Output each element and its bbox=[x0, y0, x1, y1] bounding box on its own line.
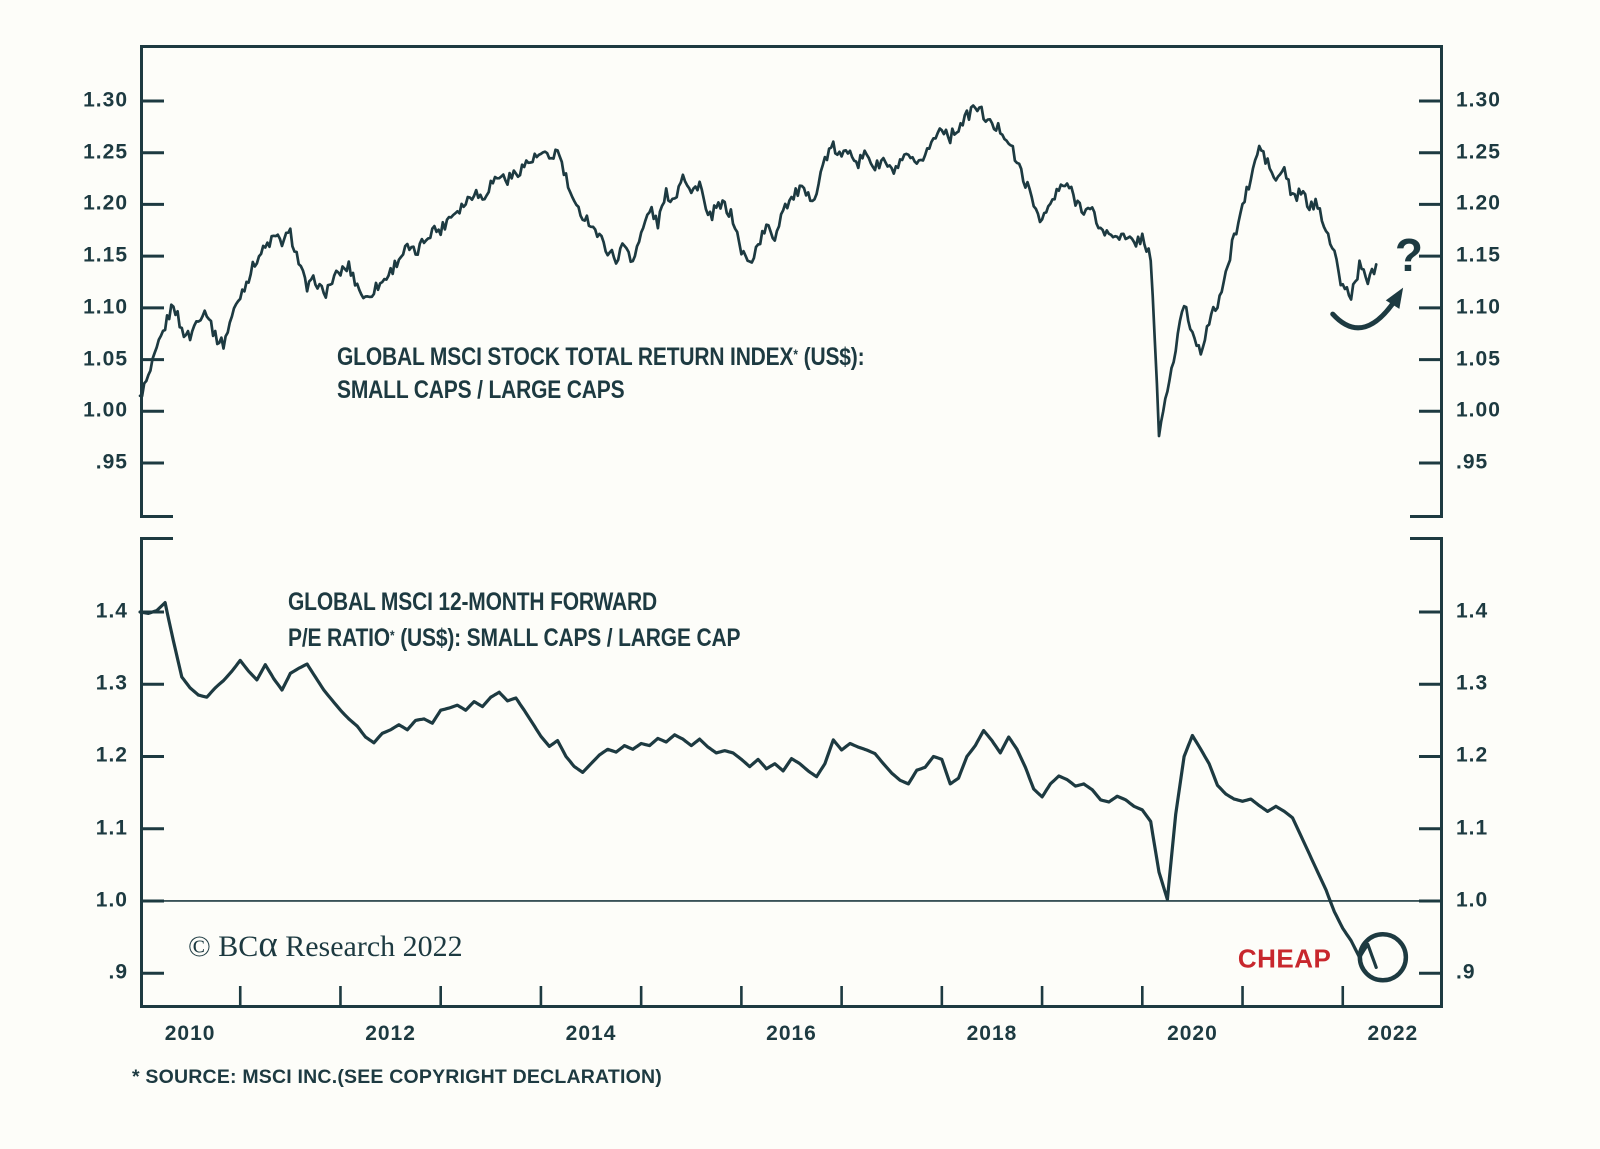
top-panel-title-line1: GLOBAL MSCI STOCK TOTAL RETURN INDEX* (U… bbox=[337, 338, 865, 374]
x-axis-label: 2020 bbox=[1167, 1022, 1218, 1045]
copyright-prefix: © BC bbox=[188, 930, 259, 963]
bca-alpha-glyph: α bbox=[258, 924, 278, 965]
source-note: * SOURCE: MSCI INC.(SEE COPYRIGHT DECLAR… bbox=[132, 1066, 662, 1088]
y-tick-label-right: 1.1 bbox=[1456, 816, 1489, 840]
y-tick-label-right: 1.30 bbox=[1456, 88, 1501, 112]
bottom-title-main: P/E RATIO bbox=[288, 624, 390, 652]
bca-research-copyright: © BCα Research 2022 bbox=[188, 926, 463, 964]
y-tick-label-right: 1.00 bbox=[1456, 398, 1501, 422]
copyright-suffix: Research 2022 bbox=[277, 930, 463, 963]
y-tick-label-right: .95 bbox=[1456, 450, 1489, 474]
x-axis-label: 2012 bbox=[365, 1022, 416, 1045]
y-tick-label-left: 1.00 bbox=[83, 398, 128, 422]
y-tick-label-left: 1.20 bbox=[83, 191, 128, 215]
y-tick-label-left: 1.15 bbox=[83, 243, 128, 267]
x-axis-label: 2016 bbox=[766, 1022, 817, 1045]
cheap-annotation: CHEAP bbox=[1237, 943, 1332, 974]
forward-pe-line bbox=[138, 601, 1378, 969]
y-tick-label-left: 1.30 bbox=[83, 88, 128, 112]
y-tick-label-right: 1.3 bbox=[1456, 671, 1489, 695]
y-tick-label-right: 1.0 bbox=[1456, 888, 1489, 912]
y-tick-label-right: 1.20 bbox=[1456, 191, 1501, 215]
y-tick-label-left: 1.2 bbox=[95, 743, 128, 767]
top-title-main: GLOBAL MSCI STOCK TOTAL RETURN INDEX bbox=[337, 343, 794, 371]
bottom-panel-title: GLOBAL MSCI 12-MONTH FORWARD P/E RATIO* … bbox=[288, 586, 740, 655]
y-tick-label-right: 1.10 bbox=[1456, 295, 1501, 319]
bottom-title-tail: (US$): SMALL CAPS / LARGE CAP bbox=[394, 624, 741, 652]
top-panel-title-line2: SMALL CAPS / LARGE CAPS bbox=[337, 376, 625, 404]
y-tick-label-right: 1.4 bbox=[1456, 599, 1489, 623]
y-tick-label-left: .95 bbox=[95, 450, 128, 474]
y-tick-label-right: 1.15 bbox=[1456, 243, 1501, 267]
y-tick-label-left: .9 bbox=[108, 960, 128, 984]
y-tick-label-left: 1.10 bbox=[83, 295, 128, 319]
y-tick-label-left: 1.05 bbox=[83, 347, 128, 371]
y-tick-label-left: 1.1 bbox=[95, 816, 128, 840]
y-tick-label-right: 1.2 bbox=[1456, 743, 1489, 767]
x-axis-label: 2010 bbox=[164, 1022, 216, 1045]
x-axis-label: 2018 bbox=[966, 1022, 1018, 1045]
upturn-arrow bbox=[1330, 291, 1402, 331]
y-tick-label-left: 1.25 bbox=[83, 140, 128, 164]
cheap-circle-annotation bbox=[1357, 932, 1409, 983]
y-tick-label-left: 1.3 bbox=[95, 671, 128, 695]
top-panel-title: GLOBAL MSCI STOCK TOTAL RETURN INDEX* (U… bbox=[337, 338, 865, 407]
y-tick-label-right: 1.25 bbox=[1456, 140, 1501, 164]
y-tick-label-left: 1.0 bbox=[95, 888, 128, 912]
y-tick-label-left: 1.4 bbox=[95, 599, 128, 623]
bottom-title-asterisk: * bbox=[389, 627, 395, 643]
bottom-panel-title-line2: P/E RATIO* (US$): SMALL CAPS / LARGE CAP bbox=[288, 619, 740, 655]
top-title-tail: (US$): bbox=[797, 343, 865, 371]
top-title-asterisk: * bbox=[793, 346, 798, 362]
x-axis-label: 2022 bbox=[1367, 1022, 1419, 1045]
upturn-arrowhead bbox=[1385, 287, 1404, 309]
bottom-panel-title-line1: GLOBAL MSCI 12-MONTH FORWARD bbox=[288, 588, 658, 616]
total-return-line bbox=[138, 104, 1378, 438]
y-tick-label-right: .9 bbox=[1456, 960, 1476, 984]
x-axis-label: 2014 bbox=[565, 1022, 617, 1045]
question-mark-annotation: ? bbox=[1394, 229, 1423, 282]
y-tick-label-right: 1.05 bbox=[1456, 347, 1501, 371]
